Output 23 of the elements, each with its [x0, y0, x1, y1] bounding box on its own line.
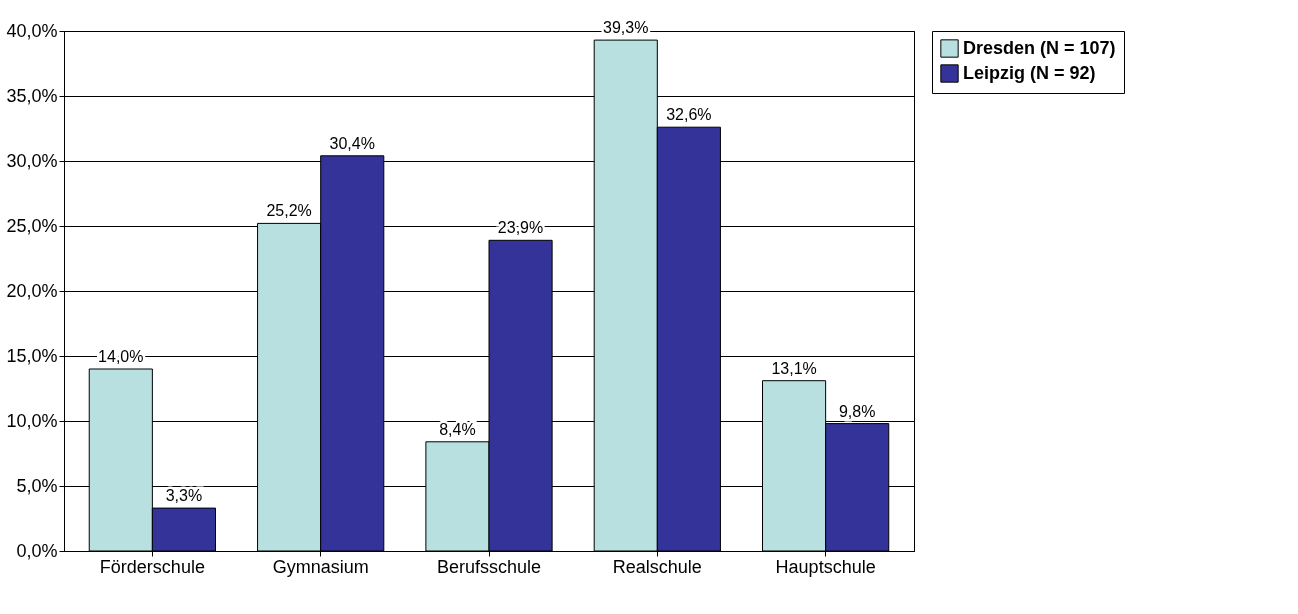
y-tick-label: 25,0% [6, 215, 58, 236]
data-label: 8,4% [439, 420, 476, 438]
data-label: 9,8% [838, 402, 876, 420]
x-tick-label: Gymnasium [272, 556, 369, 577]
y-tick-label: 40,0% [6, 20, 58, 41]
x-tick-label: Förderschule [99, 556, 205, 577]
y-tick-label: 0,0% [16, 540, 58, 561]
y-tick-label: 35,0% [6, 85, 58, 106]
y-tick-label: 20,0% [6, 280, 58, 301]
x-tick-label: Berufsschule [436, 556, 542, 577]
data-label: 13,1% [771, 359, 817, 377]
y-tick-label: 5,0% [16, 475, 58, 496]
x-tick-label: Hauptschule [775, 556, 876, 577]
data-label: 25,2% [266, 202, 312, 220]
legend-label: Dresden (N = 107) [963, 37, 1116, 58]
data-label: 32,6% [666, 106, 712, 124]
y-tick-label: 30,0% [6, 150, 58, 171]
legend-label: Leipzig (N = 92) [963, 62, 1096, 83]
data-label: 30,4% [329, 134, 375, 152]
data-label: 3,3% [165, 487, 203, 505]
y-tick-label: 10,0% [6, 410, 58, 431]
y-tick-label: 15,0% [6, 345, 58, 366]
x-tick-label: Realschule [612, 556, 702, 577]
